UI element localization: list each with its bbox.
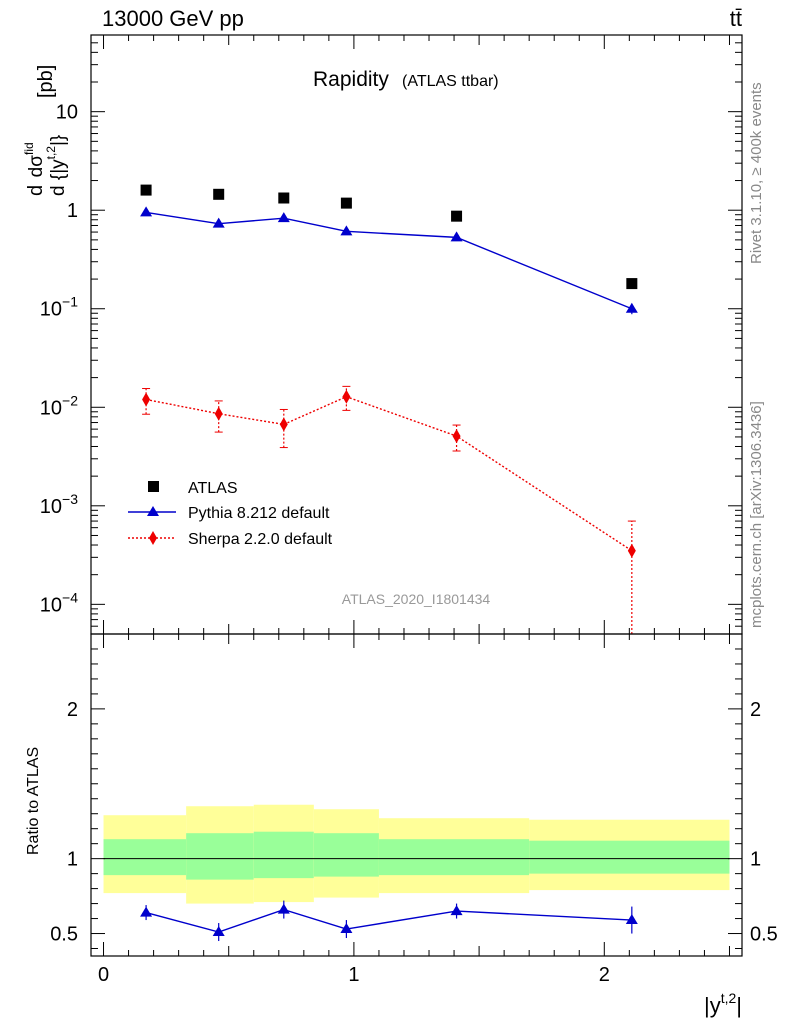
energy-label: 13000 GeV pp <box>102 6 244 31</box>
sherpa-2-2-0-default-point <box>627 543 636 558</box>
ratio-pythia-8-212-default-point <box>625 914 638 925</box>
sherpa-2-2-0-default-point <box>214 406 223 421</box>
ratio-y-tick-label: 2 <box>67 699 78 721</box>
svg-text:[pb]: [pb] <box>35 65 57 98</box>
sherpa-2-2-0-default-point <box>142 392 151 407</box>
ratio-band-inner <box>378 839 530 876</box>
ratio-band-inner <box>103 839 187 876</box>
x-tick-label: 2 <box>599 964 610 986</box>
pythia-8-212-default-line <box>145 211 633 310</box>
atlas-point <box>340 197 352 209</box>
mcplots-label: mcplots.cern.ch [arXiv:1306.3436] <box>748 401 765 628</box>
atlas-point <box>626 278 638 290</box>
pythia-8-212-default-point <box>625 302 638 313</box>
main-y-tick-label: 10−4 <box>40 589 78 616</box>
main-title-text: Rapidity <box>313 68 389 91</box>
ratio-band-inner <box>186 833 254 880</box>
sherpa-2-2-0-default-point <box>279 417 288 432</box>
ratio-pythia-8-212-default-point <box>140 906 153 917</box>
main-y-tick-label: 10−1 <box>40 294 78 321</box>
main-y-tick-label: 10−3 <box>40 491 78 518</box>
main-y-axis-label: d dσfid d {|yt,2|} [pb] <box>22 65 69 196</box>
pythia-8-212-default-point <box>212 217 225 228</box>
legend-label-sherpa: Sherpa 2.2.0 default <box>188 531 333 548</box>
pythia-8-212-default-point <box>140 206 153 217</box>
main-panel: 10 1 10−1 10−2 10−3 10−4 <box>40 34 743 635</box>
svg-text:d {|yt,2|}: d {|yt,2|} <box>44 135 69 196</box>
x-tick-label: 1 <box>348 964 359 986</box>
legend-marker-atlas <box>148 481 159 492</box>
ratio-frame <box>90 633 743 957</box>
legend-label-pythia: Pythia 8.212 default <box>188 505 330 522</box>
ratio-pythia-8-212-default-line <box>145 908 632 933</box>
main-title: Rapidity (ATLAS ttbar) <box>313 68 499 91</box>
sherpa-2-2-0-default-point <box>452 429 461 444</box>
ratio-y-tick-label-right: 1 <box>750 849 761 871</box>
ratio-y-tick-label-right: 2 <box>750 699 761 721</box>
analysis-id-label: ATLAS_2020_I1801434 <box>342 591 491 607</box>
ratio-pythia-8-212-default-point <box>340 923 353 934</box>
ratio-panel: 0 1 2 0.5 0.5 1 1 2 2 <box>50 633 778 986</box>
process-label: tt̄ <box>730 6 742 31</box>
sherpa-2-2-0-default-line <box>145 395 633 552</box>
ratio-band-inner <box>253 831 314 879</box>
atlas-point <box>278 192 290 204</box>
sherpa-2-2-0-default-point <box>342 389 351 404</box>
pythia-8-212-default-point <box>277 212 290 223</box>
ratio-pythia-8-212-default-point <box>450 905 463 916</box>
main-y-tick-label: 10−2 <box>40 392 78 419</box>
main-y-tick-label: 1 <box>67 200 78 222</box>
ratio-pythia-8-212-default-point <box>212 926 225 937</box>
atlas-point <box>213 188 225 200</box>
atlas-point <box>451 210 463 222</box>
legend-marker-sherpa <box>149 531 157 545</box>
pythia-8-212-default-point <box>340 225 353 236</box>
legend-marker-pythia <box>147 506 159 516</box>
ratio-y-axis-label: Ratio to ATLAS <box>25 747 42 855</box>
main-subtitle-text: (ATLAS ttbar) <box>402 73 499 90</box>
legend-label-atlas: ATLAS <box>188 480 238 497</box>
ratio-band-inner <box>529 840 730 874</box>
svg-text:d dσfid: d dσfid <box>22 142 47 196</box>
x-tick-label: 0 <box>98 964 109 986</box>
legend: ATLAS Pythia 8.212 default Sherpa 2.2.0 … <box>128 480 333 548</box>
rivet-version-label: Rivet 3.1.10, ≥ 400k events <box>748 82 765 264</box>
pythia-8-212-default-point <box>450 231 463 242</box>
x-axis-label: |yt,2| <box>704 990 742 1018</box>
atlas-point <box>140 184 152 196</box>
main-y-tick-label: 10 <box>56 102 78 124</box>
ratio-y-tick-label-right: 0.5 <box>750 924 778 946</box>
ratio-y-tick-label: 0.5 <box>50 924 78 946</box>
ratio-band-inner <box>313 833 379 877</box>
ratio-pythia-8-212-default-point <box>277 903 290 914</box>
ratio-y-tick-label: 1 <box>67 849 78 871</box>
